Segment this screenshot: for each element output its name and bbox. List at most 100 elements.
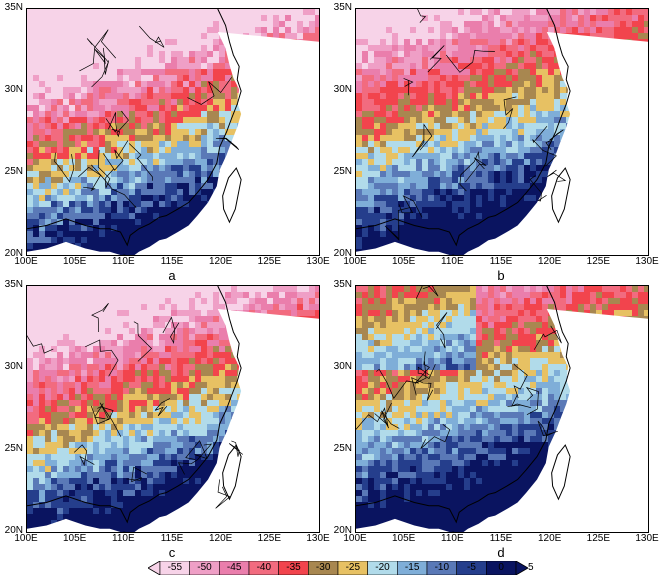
colorbar-tick-label: -15 [404, 562, 420, 573]
map-plot-area [26, 285, 320, 533]
province-border [91, 303, 109, 332]
x-tick-label: 130E [635, 256, 659, 267]
coastline [356, 9, 571, 247]
province-border [215, 137, 240, 150]
province-border [417, 9, 427, 23]
colorbar-tick-label: -25 [345, 562, 361, 573]
no-data-region [27, 31, 319, 255]
province-border [529, 175, 547, 202]
province-border [356, 407, 389, 430]
x-tick-label: 110E [112, 256, 135, 267]
x-tick-label: 105E [62, 256, 87, 267]
province-border [507, 394, 532, 408]
coastline [27, 9, 242, 247]
x-tick-label: 120E [208, 533, 233, 544]
y-tick-label: 35N [4, 2, 23, 13]
x-tick-label: 110E [112, 533, 135, 544]
province-border [545, 129, 564, 151]
province-border [94, 402, 122, 437]
x-tick-label: 100E [343, 533, 367, 544]
province-border [133, 321, 153, 362]
province-border [154, 398, 171, 417]
x-tick-label: 115E [489, 256, 513, 267]
colorbar-max-arrow [515, 560, 529, 576]
colorbar-tick-label: 5 [528, 562, 534, 573]
province-border [27, 335, 54, 354]
colorbar: -55 -50 -45 -40 -35 -30 -25 -20 -15 -10 -5 0 5 [147, 560, 534, 580]
x-tick-label: 100E [14, 256, 38, 267]
province-border [126, 466, 148, 483]
province-border [111, 110, 129, 138]
y-tick-label: 35N [333, 279, 352, 290]
colorbar-tick-label: -35 [286, 562, 301, 573]
y-tick-label: 35N [4, 279, 23, 290]
province-border [532, 125, 557, 167]
taiwan-outline [551, 444, 571, 501]
x-tick-label: 110E [441, 256, 464, 267]
province-border [445, 50, 495, 73]
province-border [215, 479, 231, 509]
province-border [513, 363, 528, 399]
y-tick-label: 25N [4, 443, 23, 454]
province-border [398, 195, 423, 218]
y-tick-label: 30N [4, 84, 23, 95]
province-border [78, 166, 102, 192]
x-tick-label: 115E [160, 256, 184, 267]
no-data-region [27, 308, 319, 532]
province-border [376, 368, 419, 399]
colorbar-bar [147, 560, 529, 576]
x-tick-label: 105E [391, 256, 416, 267]
x-tick-label: 125E [257, 256, 282, 267]
province-border [533, 325, 562, 350]
province-border [105, 112, 118, 133]
field-map [356, 286, 648, 532]
colorbar-tick-label: -45 [226, 562, 242, 573]
y-tick-label: 20N [4, 248, 23, 259]
field-map [356, 9, 648, 255]
province-border [412, 123, 433, 158]
province-border [90, 405, 114, 425]
province-border [97, 149, 114, 188]
x-tick-label: 115E [489, 533, 513, 544]
x-tick-label: 100E [343, 256, 367, 267]
x-tick-label: 125E [586, 533, 611, 544]
colorbar-tick-label: -10 [434, 562, 450, 573]
colorbar-tick-label: -5 [467, 562, 476, 573]
field-map [27, 286, 319, 532]
province-border [435, 312, 448, 349]
coastline [356, 286, 571, 524]
province-border [128, 143, 153, 181]
panel-label: b [497, 268, 505, 283]
taiwan-outline [222, 167, 242, 224]
x-tick-label: 130E [635, 533, 659, 544]
y-tick-label: 35N [333, 2, 352, 13]
colorbar-tick-label: -50 [197, 562, 212, 573]
province-border [162, 316, 180, 345]
x-tick-label: 125E [586, 256, 611, 267]
taiwan-outline [551, 167, 571, 224]
colorbar-tick-label: -40 [256, 562, 272, 573]
no-data-region [356, 308, 648, 532]
panel-label: c [168, 545, 176, 560]
y-tick-label: 25N [333, 443, 352, 454]
panel-label: d [497, 545, 505, 560]
province-border [411, 377, 434, 401]
colorbar-tick-label: -55 [167, 562, 183, 573]
field-map [27, 9, 319, 255]
no-data-region [356, 31, 648, 255]
y-tick-label: 20N [333, 248, 352, 259]
province-border [228, 440, 244, 457]
y-tick-label: 30N [333, 84, 352, 95]
colorbar-min-arrow [147, 560, 161, 576]
province-border [547, 169, 567, 182]
x-tick-label: 105E [391, 533, 416, 544]
x-tick-label: 130E [306, 256, 330, 267]
y-tick-label: 20N [333, 525, 352, 536]
province-border [417, 364, 436, 380]
province-border [525, 386, 539, 416]
y-tick-label: 30N [333, 361, 352, 372]
colorbar-tick-label: 0 [498, 562, 504, 573]
province-border [459, 150, 480, 192]
province-border [503, 96, 517, 129]
province-border [381, 402, 400, 429]
